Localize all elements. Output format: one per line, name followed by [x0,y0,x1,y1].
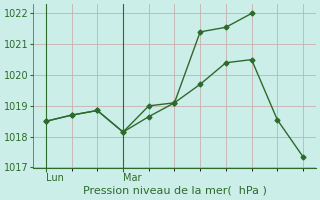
X-axis label: Pression niveau de la mer(  hPa ): Pression niveau de la mer( hPa ) [83,186,266,196]
